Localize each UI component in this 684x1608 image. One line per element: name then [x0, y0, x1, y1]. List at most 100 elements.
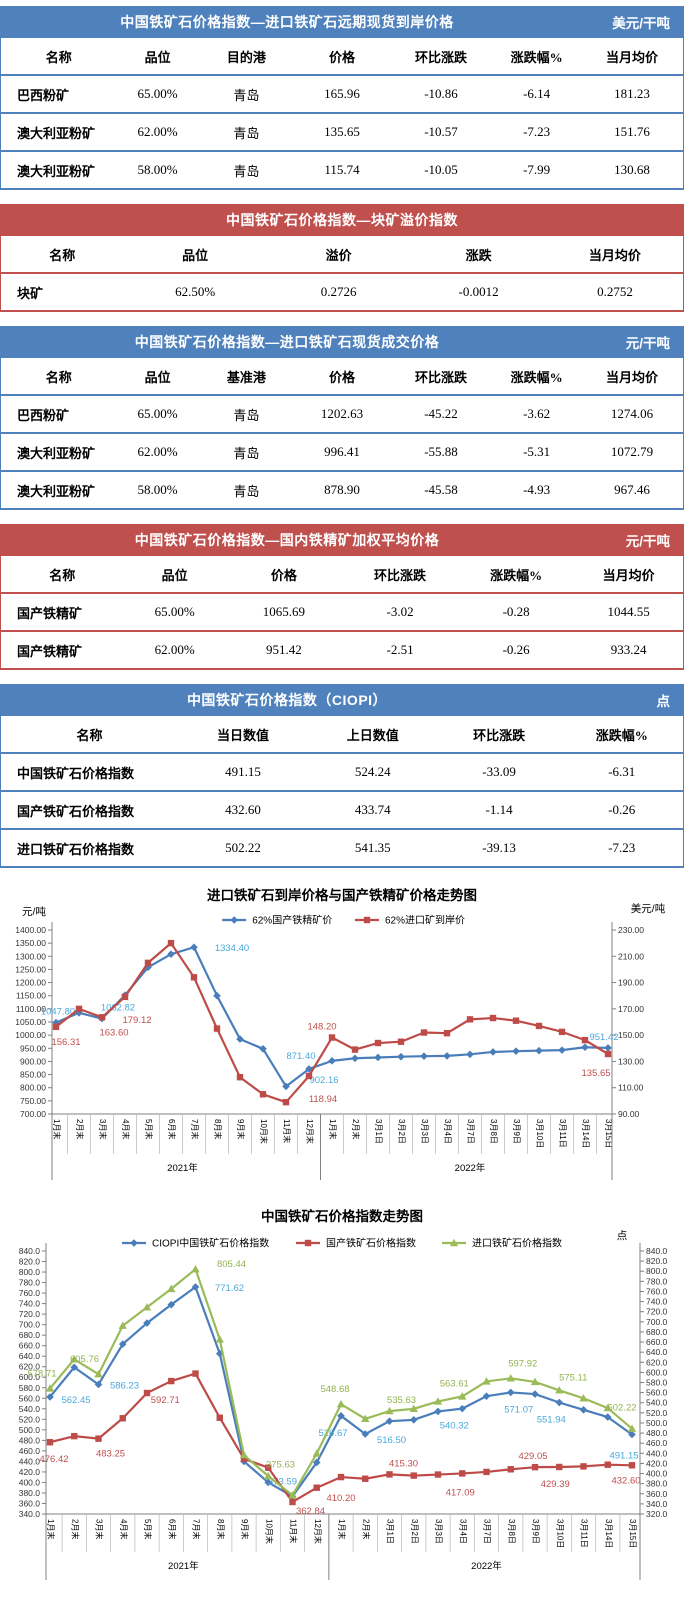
svg-text:1250.00: 1250.00 — [15, 964, 46, 974]
svg-text:410.20: 410.20 — [326, 1493, 355, 1504]
table-title-bar: 中国铁矿石价格指数—块矿溢价指数 — [0, 204, 684, 236]
svg-text:点: 点 — [617, 1230, 628, 1242]
ciopi-index-trend-chart: 中国铁矿石价格指数走势图点 840.0 820.0 800.0 780.0 760.0 74… — [0, 1199, 684, 1608]
svg-text:575.11: 575.11 — [559, 1372, 587, 1383]
table-cell: -45.58 — [389, 471, 493, 510]
svg-text:580.0: 580.0 — [646, 1378, 668, 1388]
table-cell: -7.23 — [560, 829, 684, 868]
table-cell: -10.05 — [389, 151, 493, 190]
svg-text:700.0: 700.0 — [19, 1320, 41, 1330]
column-header: 品位 — [116, 38, 199, 76]
table-lump-premium-index: 中国铁矿石价格指数—块矿溢价指数 名称 品位 溢价 涨跌 当月均价 块矿 62.50% 0.2… — [0, 204, 684, 312]
table-cell: -0.26 — [560, 791, 684, 830]
table-cell: 65.00% — [116, 75, 199, 114]
svg-text:740.0: 740.0 — [646, 1297, 668, 1307]
column-header: 涨跌幅% — [458, 556, 575, 594]
header-row: 名称 当日数值 上日数值 环比涨跌 涨跌幅% — [0, 716, 684, 754]
svg-text:560.0: 560.0 — [646, 1388, 668, 1398]
svg-text:440.0: 440.0 — [646, 1448, 668, 1458]
svg-text:3月11日: 3月11日 — [558, 1119, 567, 1148]
svg-text:526.67: 526.67 — [318, 1428, 347, 1439]
svg-text:3月1日: 3月1日 — [386, 1519, 395, 1544]
svg-text:3月末: 3月末 — [95, 1519, 105, 1539]
index-trend-line-chart: 中国铁矿石价格指数走势图点840.0820.0800.0780.0760.074… — [19, 1208, 668, 1580]
table-cell: 432.60 — [178, 791, 308, 830]
table-title-bar: 中国铁矿石价格指数—进口铁矿石现货成交价格 元/干吨 — [0, 326, 684, 358]
svg-text:2月末: 2月末 — [361, 1519, 371, 1539]
data-table: 名称 品位 溢价 涨跌 当月均价 块矿 62.50% 0.2726 -0.0012 0.2752 — [0, 236, 684, 312]
table-cell: 151.76 — [581, 113, 684, 152]
table-title-bar: 中国铁矿石价格指数（CIOPI） 点 — [0, 684, 684, 716]
svg-text:110.00: 110.00 — [618, 1083, 644, 1093]
column-header: 环比涨跌 — [389, 358, 493, 396]
table-cell: 135.65 — [294, 113, 390, 152]
table-row: 中国铁矿石价格指数 491.15 524.24 -33.09 -6.31 — [0, 753, 684, 792]
column-header: 品位 — [123, 236, 267, 274]
svg-text:483.25: 483.25 — [96, 1449, 125, 1460]
svg-text:502.22: 502.22 — [607, 1403, 636, 1414]
svg-text:163.60: 163.60 — [99, 1027, 128, 1038]
table-cell: 青岛 — [198, 151, 295, 190]
table-cell: 58.00% — [116, 151, 199, 190]
svg-text:850.00: 850.00 — [20, 1070, 46, 1080]
table-title: 中国铁矿石价格指数—进口铁矿石远期现货到岸价格 — [120, 14, 454, 30]
table-cell: -55.88 — [389, 433, 493, 472]
column-header: 环比涨跌 — [389, 38, 493, 76]
svg-text:600.0: 600.0 — [19, 1372, 41, 1382]
svg-text:2022年: 2022年 — [471, 1560, 502, 1572]
svg-text:548.68: 548.68 — [320, 1384, 349, 1395]
table-cell: 1065.69 — [225, 593, 342, 632]
table-cell: 524.24 — [307, 753, 438, 792]
svg-text:800.00: 800.00 — [20, 1083, 46, 1093]
table-cell: 0.2752 — [546, 273, 684, 312]
svg-text:1150.00: 1150.00 — [16, 991, 46, 1001]
svg-text:480.0: 480.0 — [19, 1435, 41, 1445]
svg-text:1050.00: 1050.00 — [15, 1017, 46, 1027]
svg-text:3月4日: 3月4日 — [443, 1119, 452, 1144]
svg-text:11月末: 11月末 — [289, 1519, 299, 1543]
svg-text:156.31: 156.31 — [51, 1037, 80, 1048]
svg-text:3月15日: 3月15日 — [628, 1519, 637, 1548]
table-cell: -6.31 — [560, 753, 684, 792]
import-vs-domestic-price-trend-chart: 进口铁矿石到岸价格与国产铁精矿价格走势图 元/吨 美元/吨 1400.00 1350.0… — [0, 882, 684, 1199]
svg-text:210.00: 210.00 — [618, 951, 644, 961]
svg-text:760.0: 760.0 — [646, 1286, 668, 1296]
table-row: 澳大利亚粉矿 58.00% 青岛 878.90 -45.58 -4.93 967.46 — [0, 471, 684, 510]
column-header: 品位 — [123, 556, 226, 594]
column-header: 名称 — [0, 358, 117, 396]
table-unit: 美元/干吨 — [612, 16, 670, 31]
svg-text:3月10日: 3月10日 — [555, 1519, 564, 1548]
table-cell: -1.14 — [437, 791, 561, 830]
svg-text:2月末: 2月末 — [70, 1519, 80, 1539]
svg-text:375.63: 375.63 — [266, 1459, 295, 1470]
svg-text:1047.80: 1047.80 — [41, 1007, 75, 1018]
svg-text:500.0: 500.0 — [19, 1425, 41, 1435]
table-cell: 巴西粉矿 — [0, 75, 117, 114]
column-header: 环比涨跌 — [437, 716, 561, 754]
table-cell: 933.24 — [574, 631, 684, 670]
svg-text:1100.00: 1100.00 — [16, 1004, 46, 1014]
svg-text:118.94: 118.94 — [309, 1094, 337, 1105]
svg-text:中国铁矿石价格指数走势图: 中国铁矿石价格指数走势图 — [261, 1208, 423, 1224]
svg-text:2021年: 2021年 — [168, 1560, 199, 1572]
header-row: 名称 品位 溢价 涨跌 当月均价 — [0, 236, 684, 274]
table-cell: 青岛 — [198, 75, 295, 114]
svg-text:3月11日: 3月11日 — [580, 1519, 589, 1548]
table-title: 中国铁矿石价格指数（CIOPI） — [186, 692, 388, 708]
svg-text:340.0: 340.0 — [19, 1509, 41, 1519]
svg-text:3月9日: 3月9日 — [531, 1519, 540, 1544]
svg-text:415.30: 415.30 — [389, 1458, 418, 1469]
svg-text:3月10日: 3月10日 — [535, 1119, 544, 1148]
svg-text:820.0: 820.0 — [646, 1256, 668, 1266]
table-cell: 块矿 — [0, 273, 124, 312]
table-cell: 国产铁精矿 — [0, 593, 124, 632]
column-header: 涨跌 — [410, 236, 547, 274]
svg-text:571.07: 571.07 — [504, 1404, 533, 1415]
svg-text:190.00: 190.00 — [618, 978, 644, 988]
column-header: 涨跌幅% — [560, 716, 684, 754]
svg-text:586.23: 586.23 — [110, 1380, 139, 1391]
svg-text:6月末: 6月末 — [167, 1519, 177, 1539]
svg-text:国产铁矿石价格指数: 国产铁矿石价格指数 — [326, 1237, 416, 1250]
svg-text:9月末: 9月末 — [236, 1119, 246, 1139]
